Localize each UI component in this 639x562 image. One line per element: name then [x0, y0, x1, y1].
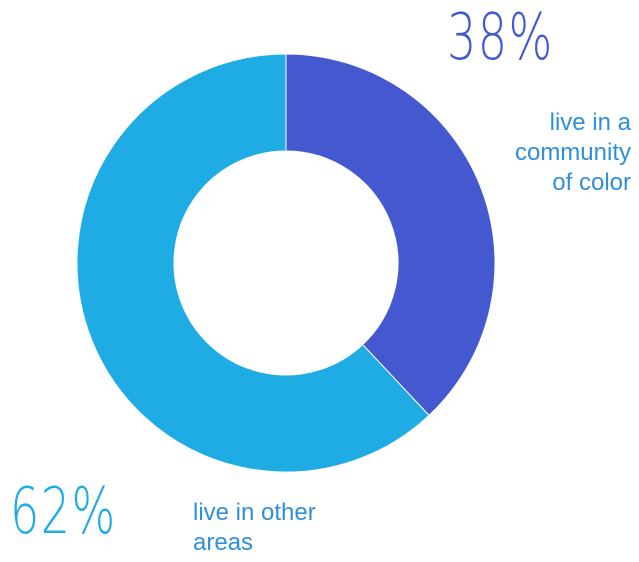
- slice-label-other-areas: live in other areas: [193, 499, 316, 556]
- donut-slice-other-areas: [76, 53, 430, 473]
- slice-value-label-other-areas: 62%: [10, 475, 117, 549]
- slice-label-community-of-color: live in a community of color: [514, 109, 631, 196]
- slice-value-label-community-of-color: 38%: [447, 1, 554, 75]
- donut-slice-community-of-color: [285, 53, 496, 417]
